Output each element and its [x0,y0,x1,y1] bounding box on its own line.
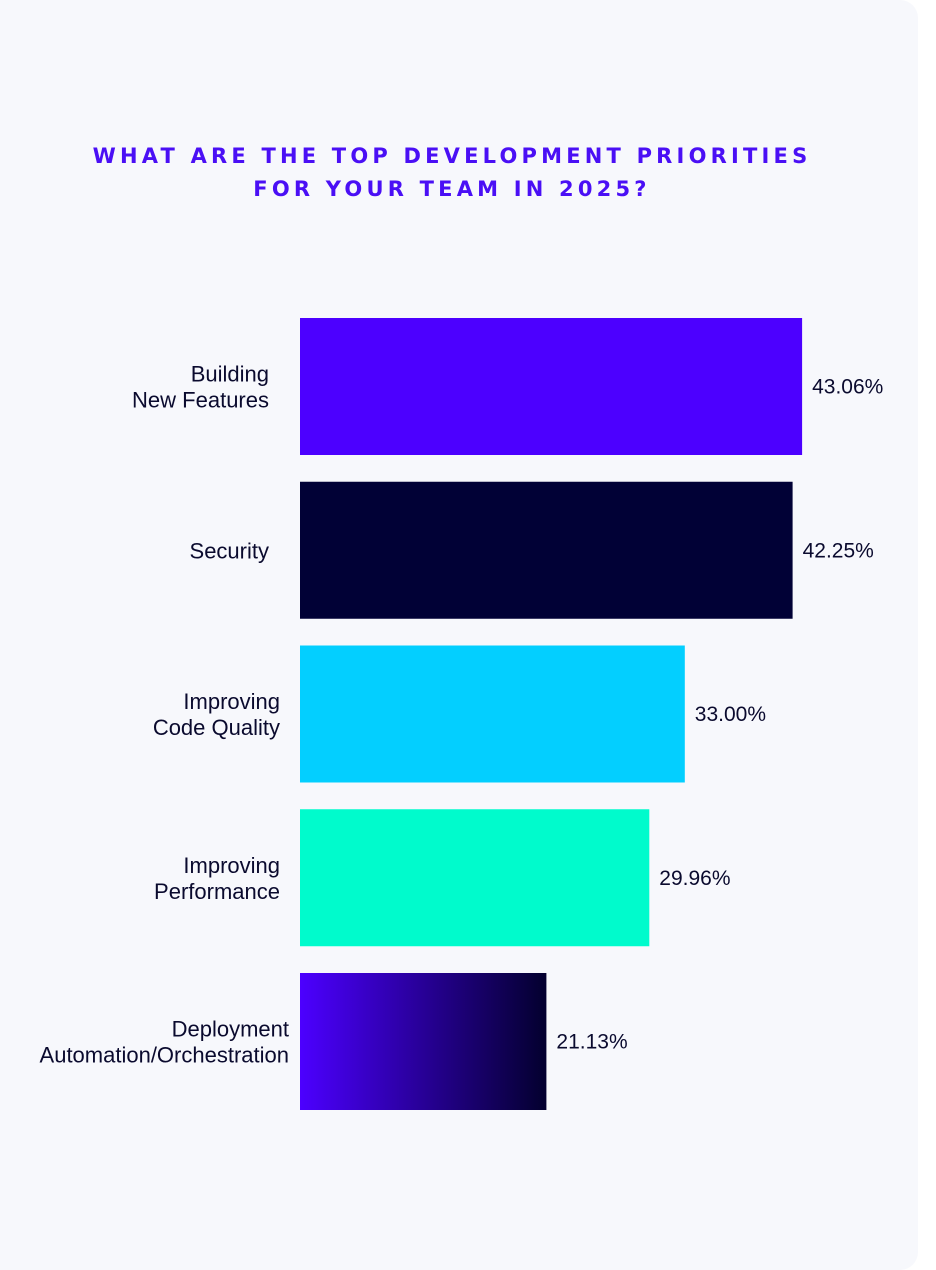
chart-title-line-2: FOR YOUR TEAM IN 2025? [253,177,651,201]
value-label-1: 42.25% [803,539,874,562]
category-label-4-line-1: Automation/Orchestration [40,1043,289,1068]
category-label-3-line-1: Performance [154,879,280,904]
category-label-4-line-0: Deployment [172,1017,289,1042]
chart-title: WHAT ARE THE TOP DEVELOPMENT PRIORITIES … [0,140,904,206]
category-label-0-line-1: New Features [132,388,269,413]
category-label-3-line-0: Improving [183,853,280,878]
chart-title-line-1: WHAT ARE THE TOP DEVELOPMENT PRIORITIES [92,144,812,168]
value-label-3: 29.96% [659,867,730,890]
value-label-0: 43.06% [812,376,883,399]
category-label-1-line-0: Security [190,538,269,563]
bar-2 [300,645,685,783]
bar-3 [300,809,650,947]
bar-1 [300,481,793,619]
category-label-2-line-1: Code Quality [153,715,280,740]
value-label-2: 33.00% [695,703,766,726]
value-label-4: 21.13% [556,1031,627,1054]
bar-4 [300,973,547,1110]
category-label-2-line-0: Improving [183,689,280,714]
category-label-0-line-0: Building [191,362,269,387]
bar-0 [300,318,803,455]
